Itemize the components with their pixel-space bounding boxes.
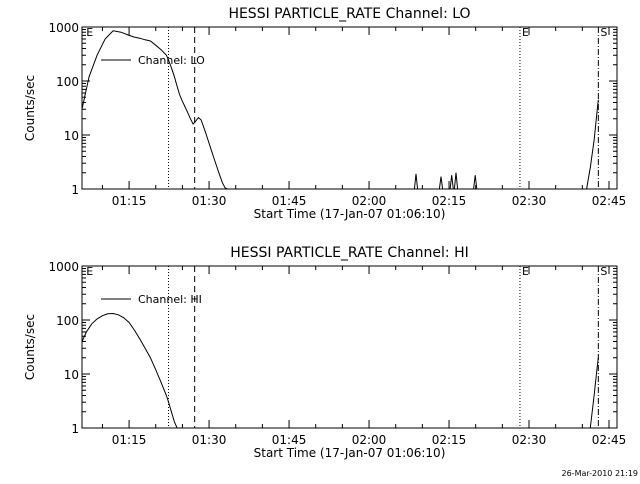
data-series-line xyxy=(81,30,228,190)
chart-title: HESSI PARTICLE_RATE Channel: LO xyxy=(228,6,470,22)
y-tick-label: 10 xyxy=(64,129,79,143)
chart-panel-1: HESSI PARTICLE_RATE Channel: HI 01:15 01:3… xyxy=(23,245,626,460)
event-marker-label: E xyxy=(86,265,93,278)
y-tick-label: 100 xyxy=(56,75,79,89)
x-tick-label: 02:15 xyxy=(432,433,467,447)
data-series-line xyxy=(81,312,178,429)
y-axis-label: Counts/sec xyxy=(23,75,37,141)
plot-frame xyxy=(81,265,618,429)
x-tick-label: 01:15 xyxy=(112,433,147,447)
x-tick-label: 01:30 xyxy=(192,194,227,208)
data-series-line xyxy=(586,99,599,190)
timestamp-footer: 26-Mar-2010 21:19 xyxy=(562,469,639,478)
x-tick-label: 01:30 xyxy=(192,433,227,447)
x-tick-label: 01:45 xyxy=(272,194,307,208)
x-tick-label: 02:45 xyxy=(592,433,627,447)
y-tick-label: 100 xyxy=(56,314,79,328)
y-tick-label: 10 xyxy=(64,368,79,382)
x-axis-label: Start Time (17-Jan-07 01:06:10) xyxy=(254,207,446,221)
y-axis-label: Counts/sec xyxy=(23,314,37,380)
event-marker-label: E xyxy=(522,26,529,39)
x-axis-label: Start Time (17-Jan-07 01:06:10) xyxy=(254,446,446,460)
legend-label: Channel: HI xyxy=(138,293,202,306)
x-tick-label: 01:15 xyxy=(112,194,147,208)
x-tick-label: 02:45 xyxy=(592,194,627,208)
chart-title: HESSI PARTICLE_RATE Channel: HI xyxy=(230,245,468,261)
x-tick-label: 02:15 xyxy=(432,194,467,208)
x-tick-label: 02:00 xyxy=(352,433,387,447)
y-tick-label: 1 xyxy=(71,183,79,197)
x-tick-label: 01:45 xyxy=(272,433,307,447)
y-tick-label: 1000 xyxy=(48,21,79,35)
event-marker-label: S xyxy=(600,26,607,39)
event-marker-label: E xyxy=(522,265,529,278)
y-tick-label: 1000 xyxy=(48,260,79,274)
x-tick-label: 02:00 xyxy=(352,194,387,208)
x-tick-label: 02:30 xyxy=(512,194,547,208)
data-series-line xyxy=(413,172,478,190)
data-series-line xyxy=(589,357,599,429)
event-marker-label: E xyxy=(86,26,93,39)
chart-panel-0: HESSI PARTICLE_RATE Channel: LO 01:15 01:3… xyxy=(23,6,626,221)
x-tick-label: 02:30 xyxy=(512,433,547,447)
legend-label: Channel: LO xyxy=(138,54,205,67)
y-tick-label: 1 xyxy=(71,422,79,436)
event-marker-label: S xyxy=(600,265,607,278)
